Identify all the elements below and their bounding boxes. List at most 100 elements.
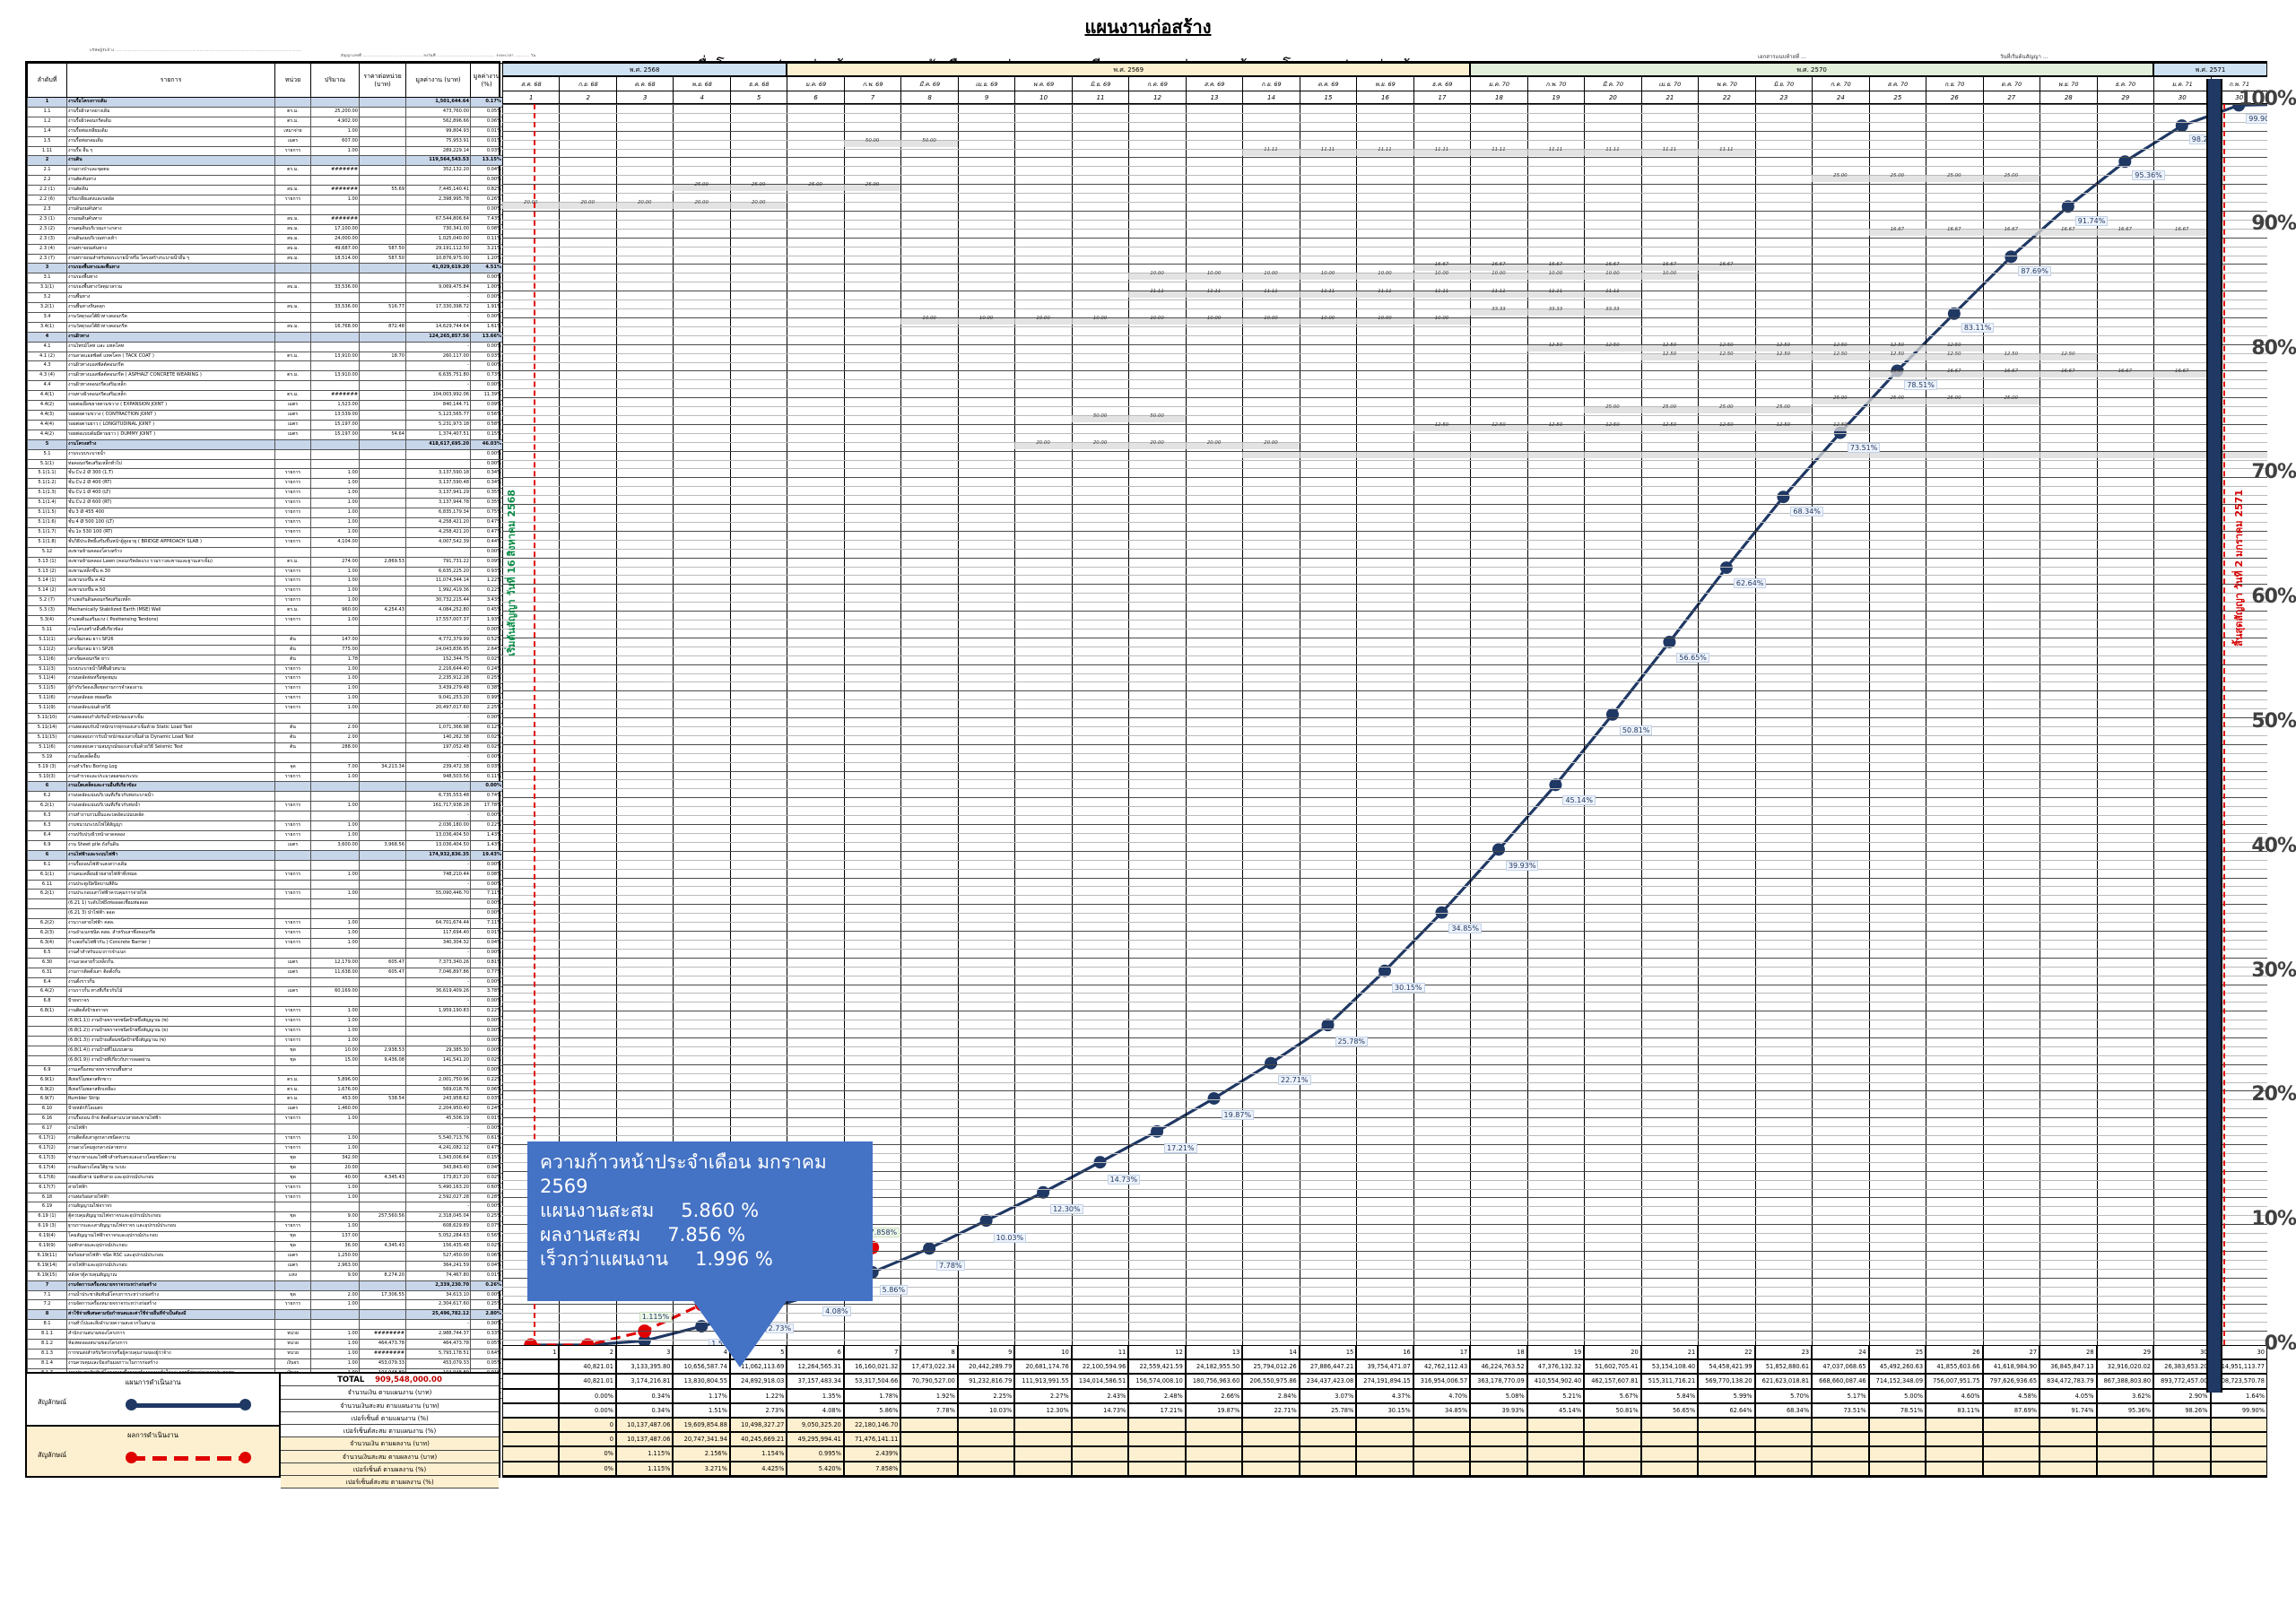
table-row[interactable]: 6.17(1) งานติดตั้งเสาสูงกลางชนิดความ รายกา… <box>27 1133 503 1144</box>
table-row[interactable]: 6.17 งานไฟฟ้า -0.00% <box>27 1124 503 1135</box>
table-row[interactable]: 6.19(14) สายไฟฟ้าและอุปกรณ์ประกอบ เมตร 2,96… <box>27 1260 503 1271</box>
table-row[interactable]: 6.2(3) งานจำแนกชนิด คสล. สำหรับเสาซึ่งคอน… <box>27 928 503 939</box>
table-row[interactable]: 6.2 งานบดอัดแน่นบริเวณที่เกี่ยวกับท่อระบา… <box>27 791 503 803</box>
plan-data-point[interactable] <box>1605 707 1619 721</box>
table-row[interactable]: 6.8(1) งานติดตั้งป้ายจราจร รายการ 1.00 1,959… <box>27 1006 503 1018</box>
table-row[interactable]: 6.19 งานสัญญาณไฟจราจร -0.00% <box>27 1202 503 1213</box>
table-row[interactable]: 5.10(3) งานสำรวจและประมวลผลของระบบ รายการ 1… <box>27 771 503 783</box>
table-row[interactable]: 6.18 งานท่อร้อยสายไฟฟ้า รายการ 1.00 2,592,02… <box>27 1192 503 1203</box>
table-row[interactable]: 8.1.1 สำนักงานสนามของโครงการ หน่วย 1.00 ####… <box>27 1329 503 1341</box>
table-row[interactable]: 1.2 งานรื้อผิวคอนกรีตเดิม ตร.ม. 4,902.00 562… <box>27 116 503 127</box>
month-column-header[interactable]: พ.ย. 68 4 <box>673 76 730 104</box>
table-row[interactable]: 6.19(4) โคมสัญญาณไฟฟ้าจราจรและอุปกรณ์ประก… <box>27 1231 503 1243</box>
table-row[interactable]: 7.1 งานน้ำประชาสัมพันธ์โครงการระหว่างก่อส… <box>27 1289 503 1301</box>
table-row[interactable]: 3.4(1) งานวัสดุรองใต้ผิวทางคอนกรีต ลบ.ม. 16… <box>27 321 503 333</box>
table-row[interactable]: 5 งานโครงสร้าง 418,617,695.20 46.03% <box>27 438 503 450</box>
table-row[interactable]: 6.9(2) สีเทอร์โมพลาสติกเหลือง ตร.ม. 1,676.0… <box>27 1084 503 1096</box>
table-row[interactable]: 6 งานเบ็ดเตล็ดและงานอื่นที่เกี่ยวข้อง 0.00… <box>27 781 503 793</box>
table-row[interactable]: 2.3 งานดินถมคันทาง 0.00% <box>27 204 503 215</box>
plan-data-point[interactable] <box>979 1214 993 1228</box>
table-row[interactable]: (6.8(1.9)) งานป้ายที่เกี่ยวกับการลอดผ่าน… <box>27 1055 503 1066</box>
month-column-header[interactable]: ต.ค. 70 27 <box>1982 76 2040 104</box>
table-row[interactable]: 2.3 (1) งานถมดินคันทาง ลบ.ม. ####### 67,544,… <box>27 213 503 225</box>
month-column-header[interactable]: พ.ย. 69 16 <box>1356 76 1413 104</box>
table-row[interactable]: 5.11(6) งานบดอัดผล หยอดปิด รายการ 1.00 9,041… <box>27 693 503 705</box>
table-row[interactable]: 2.3 (2) งานคมดินบริเวณเกาะกลาง ลบ.ม. 17,100… <box>27 223 503 235</box>
table-row[interactable]: 3 งานรองพื้นทางและพื้นทาง 41,029,619.20 4.5… <box>27 263 503 274</box>
table-row[interactable]: 4 งานผิวทาง 124,265,857.56 13.66% <box>27 331 503 343</box>
plan-data-point[interactable] <box>1492 843 1505 856</box>
table-row[interactable]: 5.11(14) งานทดสอบรับน้ำหนักบรรทุกของเสาเข… <box>27 723 503 733</box>
month-column-header[interactable]: ก.ย. 68 2 <box>559 76 616 104</box>
month-column-header[interactable]: ก.พ. 69 7 <box>843 76 901 104</box>
table-row[interactable]: 6.3 งานทำงานร่วมอื่นและบดอัดแน่นบดอัด -0.0… <box>27 811 503 822</box>
table-row[interactable]: 8.1.4 งานควบคุมและป้องกันมลภาวะในการก่อสร… <box>27 1358 503 1369</box>
table-row[interactable]: 2.3 (7) งานทรายถมสำหรับท่อระบายน้ำหรือ โค… <box>27 253 503 265</box>
month-column-header[interactable]: ส.ค. 68 1 <box>502 76 560 104</box>
plan-data-point[interactable] <box>1321 1019 1335 1032</box>
table-row[interactable]: 4.3 (4) งานผิวทางแอสฟัลต์คอนกรีต ( ASPHAL… <box>27 370 503 382</box>
table-row[interactable]: 6 งานไฟฟ้าและระบบไฟฟ้า 174,932,836.35 19.43… <box>27 849 503 861</box>
table-row[interactable]: 6.1 งานรื้อถอนไฟฟ้าแสงสว่างเดิม -0.00% <box>27 859 503 871</box>
plan-data-point[interactable] <box>1378 964 1391 977</box>
plan-data-point[interactable] <box>1435 906 1448 919</box>
table-row[interactable]: 2.1 งานถางป่าและขุดตอ ตร.ม. ####### 352,132.… <box>27 165 503 177</box>
table-row[interactable]: 5.11(3) ระบบระบายน้ำใต้พื้นผิวสนาม รายการ 1… <box>27 664 503 675</box>
table-row[interactable]: 4.1 งานไพรม์โคท และ แทคโคท -0.00% <box>27 341 503 352</box>
table-row[interactable]: 5.11(5) ผู้กำกับวัดดงเสื้อชุดงานการจำลองง… <box>27 683 503 695</box>
table-row[interactable]: 6.19 (1) ตู้ควบคุมสัญญาณไฟจราจรและอุปกรณ์… <box>27 1211 503 1223</box>
table-row[interactable]: 6.30 งานลวดลายรั้วเหล็กกั้น เมตร 12,179.00 6… <box>27 957 503 968</box>
table-row[interactable]: 6.3(4) กำแพงกั้นไฟฟ้ากัน ( Concrete Barri… <box>27 937 503 949</box>
table-row[interactable]: 4.4(2) รอยต่อเผื่อขยายตามขวาง ( EXPANSION… <box>27 400 503 411</box>
table-row[interactable]: 6.9 งาน Sheet pile ถังกั้นดิน เมตร 3,600.00… <box>27 839 503 851</box>
table-row[interactable]: 5.11(6) เสาเข็มคอนกรีต ยาว ต้น 1.78 152,344.… <box>27 654 503 665</box>
table-row[interactable]: 6.19 (3) ฐานรากและเสาสัญญาณไฟจราจร และอุป… <box>27 1221 503 1233</box>
table-row[interactable]: 5.2 (7) กำแพงกันดินคอนกรีตเสริมเหล็ก รายกา… <box>27 595 503 607</box>
table-row[interactable]: 5.1(1.4) ชั้น Cv.2 Ø 600 (RT) รายการ 1.00 3,… <box>27 498 503 509</box>
plan-data-point[interactable] <box>2118 155 2132 169</box>
table-row[interactable]: 6.19(11) ท่อร้อยสายไฟฟ้า ชนิด RSC และอุปก… <box>27 1250 503 1262</box>
month-column-header[interactable]: ธ.ค. 70 29 <box>2096 76 2154 104</box>
gantt-chart[interactable]: พ.ศ. 2568 พ.ศ. 2569 พ.ศ. 2570 พ.ศ. 2571 ส.ค.… <box>502 61 2267 1478</box>
table-row[interactable]: 6.17(7) สายไฟฟ้า รายการ 1.00 5,490,163.20 0.6… <box>27 1182 503 1193</box>
table-row[interactable]: 3.1(1) งานรองพื้นทางวัสดุมวลรวม ลบ.ม. 33,53… <box>27 282 503 294</box>
table-row[interactable]: 5.11(1) เสาเข็มกลม ยาว SP26 ต้น 147.00 4,772… <box>27 634 503 646</box>
month-column-header[interactable]: ม.ค. 71 30 <box>2153 76 2211 104</box>
table-row[interactable]: 1.5 งานรื้อท่อกลมเดิม เมตร 607.00 75,953.91 0… <box>27 135 503 147</box>
table-row[interactable]: 5.11(9) งานบดอัดแน่นด้วยวิธี รายการ 1.00 20,… <box>27 703 503 715</box>
table-row[interactable]: 5.3 (3) Mechanically Stabilized Earth (MS… <box>27 605 503 617</box>
table-row[interactable]: 5.11(2) เสาเข็มกลม ยาว SP26 ต้น 775.00 24,04… <box>27 644 503 655</box>
month-column-header[interactable]: ธ.ค. 68 5 <box>729 76 787 104</box>
table-row[interactable]: 6.2(1) งานบดอัดแน่นบริเวณที่เกี่ยวกับท่อน… <box>27 801 503 812</box>
table-row[interactable]: (6.8(1.1)) งานป้ายจราจรชนิดป้ายขึ้งสัญญา… <box>27 1016 503 1028</box>
table-row[interactable]: (6.8(1.2)) งานป้ายจราจรชนิดป้ายขึ้งสัญญา… <box>27 1026 503 1037</box>
table-row[interactable]: 4.4(2) รอยต่อแบบดัมมี่ตามยาว ( DUMMY JOIN… <box>27 429 503 440</box>
table-row[interactable]: 5.11(15) งานทดสอบการรับน้ำหนักของเสาเข็มด… <box>27 732 503 743</box>
table-row[interactable]: 8.1.3 การขนส่งสำหรับวิศวกรหรือผู้ควบคุมงา… <box>27 1349 503 1359</box>
table-row[interactable]: (6.21 1) ระดับไฟถึงท่อลอดเชื่อมท่อลอด 0.0… <box>27 898 503 910</box>
table-row[interactable]: 4.1 (2) งานลาดแอสฟัลต์ แทคโคท ( TACK COAT… <box>27 351 503 362</box>
month-column-header[interactable]: ส.ค. 69 13 <box>1185 76 1243 104</box>
table-row[interactable]: 4.4 งานผิวทางคอนกรีตเสริมเหล็ก -0.00% <box>27 380 503 392</box>
table-row[interactable]: 2.3 (3) งานดินถมบริเวณทางเท้า ลบ.ม. 24,000.… <box>27 233 503 245</box>
table-row[interactable]: 6.19(9) บ่อพักสายและอุปกรณ์ประกอบ ชุด 36.00… <box>27 1241 503 1252</box>
table-row[interactable]: 3.2 งานพื้นทาง -0.00% <box>27 292 503 304</box>
plan-data-point[interactable] <box>1663 635 1676 648</box>
table-row[interactable]: 6.17(6) กล่องดึงสาย บ่อพักสาย และอุปกรณ์ป… <box>27 1172 503 1184</box>
month-column-header[interactable]: ม.ค. 69 6 <box>787 76 844 104</box>
table-row[interactable]: 7 งานจัดการเครื่องหมายจราจรระหว่างก่อสร้า… <box>27 1280 503 1291</box>
month-column-header[interactable]: ส.ค. 70 25 <box>1868 76 1926 104</box>
table-row[interactable]: 4.4(3) รอยต่อตามขวาง ( CONTRACTION JOINT … <box>27 410 503 421</box>
month-column-header[interactable]: พ.ค. 70 22 <box>1698 76 1755 104</box>
table-row[interactable]: 3.2(1) งานพื้นทางหินคลุก ลบ.ม. 33,536.00 516… <box>27 302 503 313</box>
table-row[interactable]: 1 งานรื้อโครงการเดิม 1,501,644.64 0.17% <box>27 97 503 108</box>
table-row[interactable]: 2.2 (6) ปรับเกลี่ยแต่งและบดอัด รายการ 1.00… <box>27 195 503 205</box>
table-row[interactable]: 2.2 งานตัดคันทาง 0.00% <box>27 175 503 187</box>
table-row[interactable]: 6.4(2) งานราวกั้น ทางที่เกี่ยวกับไม้ เมตร 6… <box>27 986 503 998</box>
month-column-header[interactable]: เม.ย. 69 9 <box>957 76 1015 104</box>
table-row[interactable]: 5.1(1.7) ชั้น 1x 530 100 (RT) รายการ 1.00 4,… <box>27 526 503 538</box>
plan-data-point[interactable] <box>923 1242 936 1255</box>
table-row[interactable]: 5.13 (2) สะพานเหล็กขึ้น ค.30 รายการ 1.00 6,6… <box>27 566 503 577</box>
table-row[interactable]: 5.1(1.3) ชั้น Cv.1 Ø 400 (LT) รายการ 1.00 3,… <box>27 488 503 499</box>
table-row[interactable]: (6.8(1.3)) งานป้ายเตือนชนิดป้ายขึ้งสัญญา… <box>27 1036 503 1046</box>
